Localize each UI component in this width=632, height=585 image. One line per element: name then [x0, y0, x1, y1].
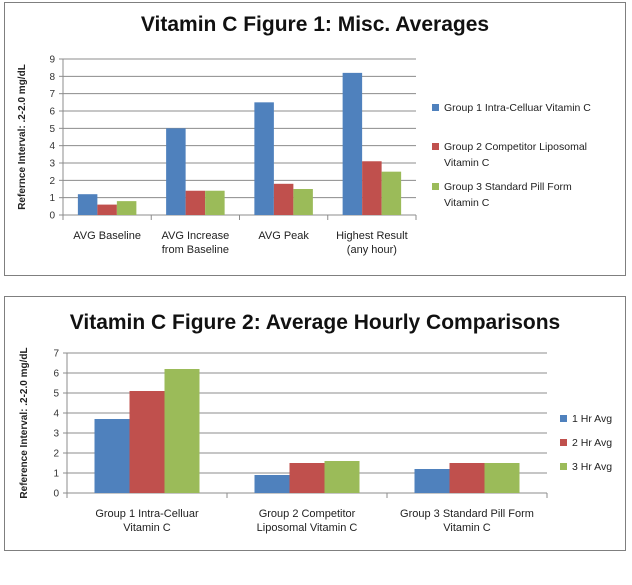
chart-panel-1: Vitamin C Figure 1: Misc. Averages 0 1 2 3 4…	[4, 2, 626, 276]
category-label: Group 1 Intra-Celluar	[95, 508, 199, 520]
y-tick-label: 0	[53, 489, 59, 500]
y-tick-label: 3	[49, 159, 55, 170]
bar	[381, 171, 402, 215]
category-label: AVG Baseline	[73, 230, 141, 242]
bar	[484, 463, 520, 493]
y-tick-label: 6	[49, 107, 55, 118]
legend-label: Group 2 Competitor Liposomal	[444, 141, 587, 153]
bar	[97, 204, 117, 215]
bar	[185, 190, 206, 215]
y-tick-label: 2	[49, 176, 55, 187]
legend-swatch	[432, 183, 439, 190]
bar	[293, 189, 313, 215]
bar	[166, 128, 186, 215]
y-tick-label: 4	[49, 141, 55, 152]
chart-panel-2: Vitamin C Figure 2: Average Hourly Compa…	[4, 296, 626, 551]
bar	[116, 201, 137, 215]
chart-1-svg: 0 1 2 3 4 5 6 7 8 9 AVG Baseline AVG Increase from B…	[17, 55, 591, 257]
legend-label: Group 3 Standard Pill Form	[444, 181, 572, 193]
bar	[362, 161, 382, 215]
legend-label: 2 Hr Avg	[572, 437, 612, 449]
bar	[164, 369, 200, 493]
category-label: (any hour)	[347, 244, 397, 256]
category-label: Vitamin C	[443, 522, 491, 534]
chart-2-svg: 0 1 2 3 4 5 6 7 Group 1 Intra-Celluar Vitamin C Gr…	[19, 347, 612, 534]
legend-label: Vitamin C	[444, 157, 490, 169]
legend-label: 1 Hr Avg	[572, 413, 612, 425]
legend-label: Group 1 Intra-Celluar Vitamin C	[444, 102, 591, 114]
legend-swatch	[560, 439, 567, 446]
category-label: from Baseline	[162, 244, 229, 256]
y-tick-label: 7	[49, 89, 55, 100]
y-tick-label: 4	[53, 409, 59, 420]
y-tick-label: 2	[53, 449, 59, 460]
chart-title-1: Vitamin C Figure 1: Misc. Averages	[140, 13, 490, 36]
category-label: Vitamin C	[123, 522, 171, 534]
y-tick-label: 1	[53, 469, 59, 480]
category-label: AVG Peak	[258, 230, 309, 242]
y-tick-label: 8	[49, 72, 55, 83]
bar	[77, 194, 98, 215]
category-label: Group 2 Competitor	[259, 508, 356, 520]
bar	[289, 463, 325, 493]
category-label: AVG Increase	[162, 230, 230, 242]
category-label: Group 3 Standard Pill Form	[400, 508, 534, 520]
bar	[342, 72, 363, 215]
y-tick-label: 5	[53, 389, 59, 400]
y-tick-label: 9	[49, 55, 55, 66]
bar	[449, 463, 485, 493]
bar	[129, 391, 165, 493]
bar	[273, 183, 294, 215]
bar	[205, 190, 225, 215]
y-axis-label: Refernce Interval: .2-2.0 mg/dL	[17, 64, 28, 210]
bar	[94, 419, 130, 493]
y-axis-label: Reference Interval: .2-2.0 mg/dL	[19, 347, 30, 498]
bar	[324, 461, 360, 493]
bar	[414, 469, 450, 493]
bar	[254, 102, 274, 215]
y-tick-label: 0	[49, 211, 55, 222]
category-label: Highest Result	[336, 230, 408, 242]
y-tick-label: 3	[53, 429, 59, 440]
y-tick-label: 7	[53, 349, 59, 360]
bar	[254, 475, 290, 493]
legend-swatch	[432, 104, 439, 111]
legend-label: 3 Hr Avg	[572, 461, 612, 473]
legend-swatch	[560, 463, 567, 470]
category-label: Liposomal Vitamin C	[257, 522, 358, 534]
legend-swatch	[560, 415, 567, 422]
legend-swatch	[432, 143, 439, 150]
legend-label: Vitamin C	[444, 197, 490, 209]
y-tick-label: 5	[49, 124, 55, 135]
y-tick-label: 6	[53, 369, 59, 380]
y-tick-label: 1	[49, 193, 55, 204]
chart-title-2: Vitamin C Figure 2: Average Hourly Compa…	[69, 311, 561, 334]
